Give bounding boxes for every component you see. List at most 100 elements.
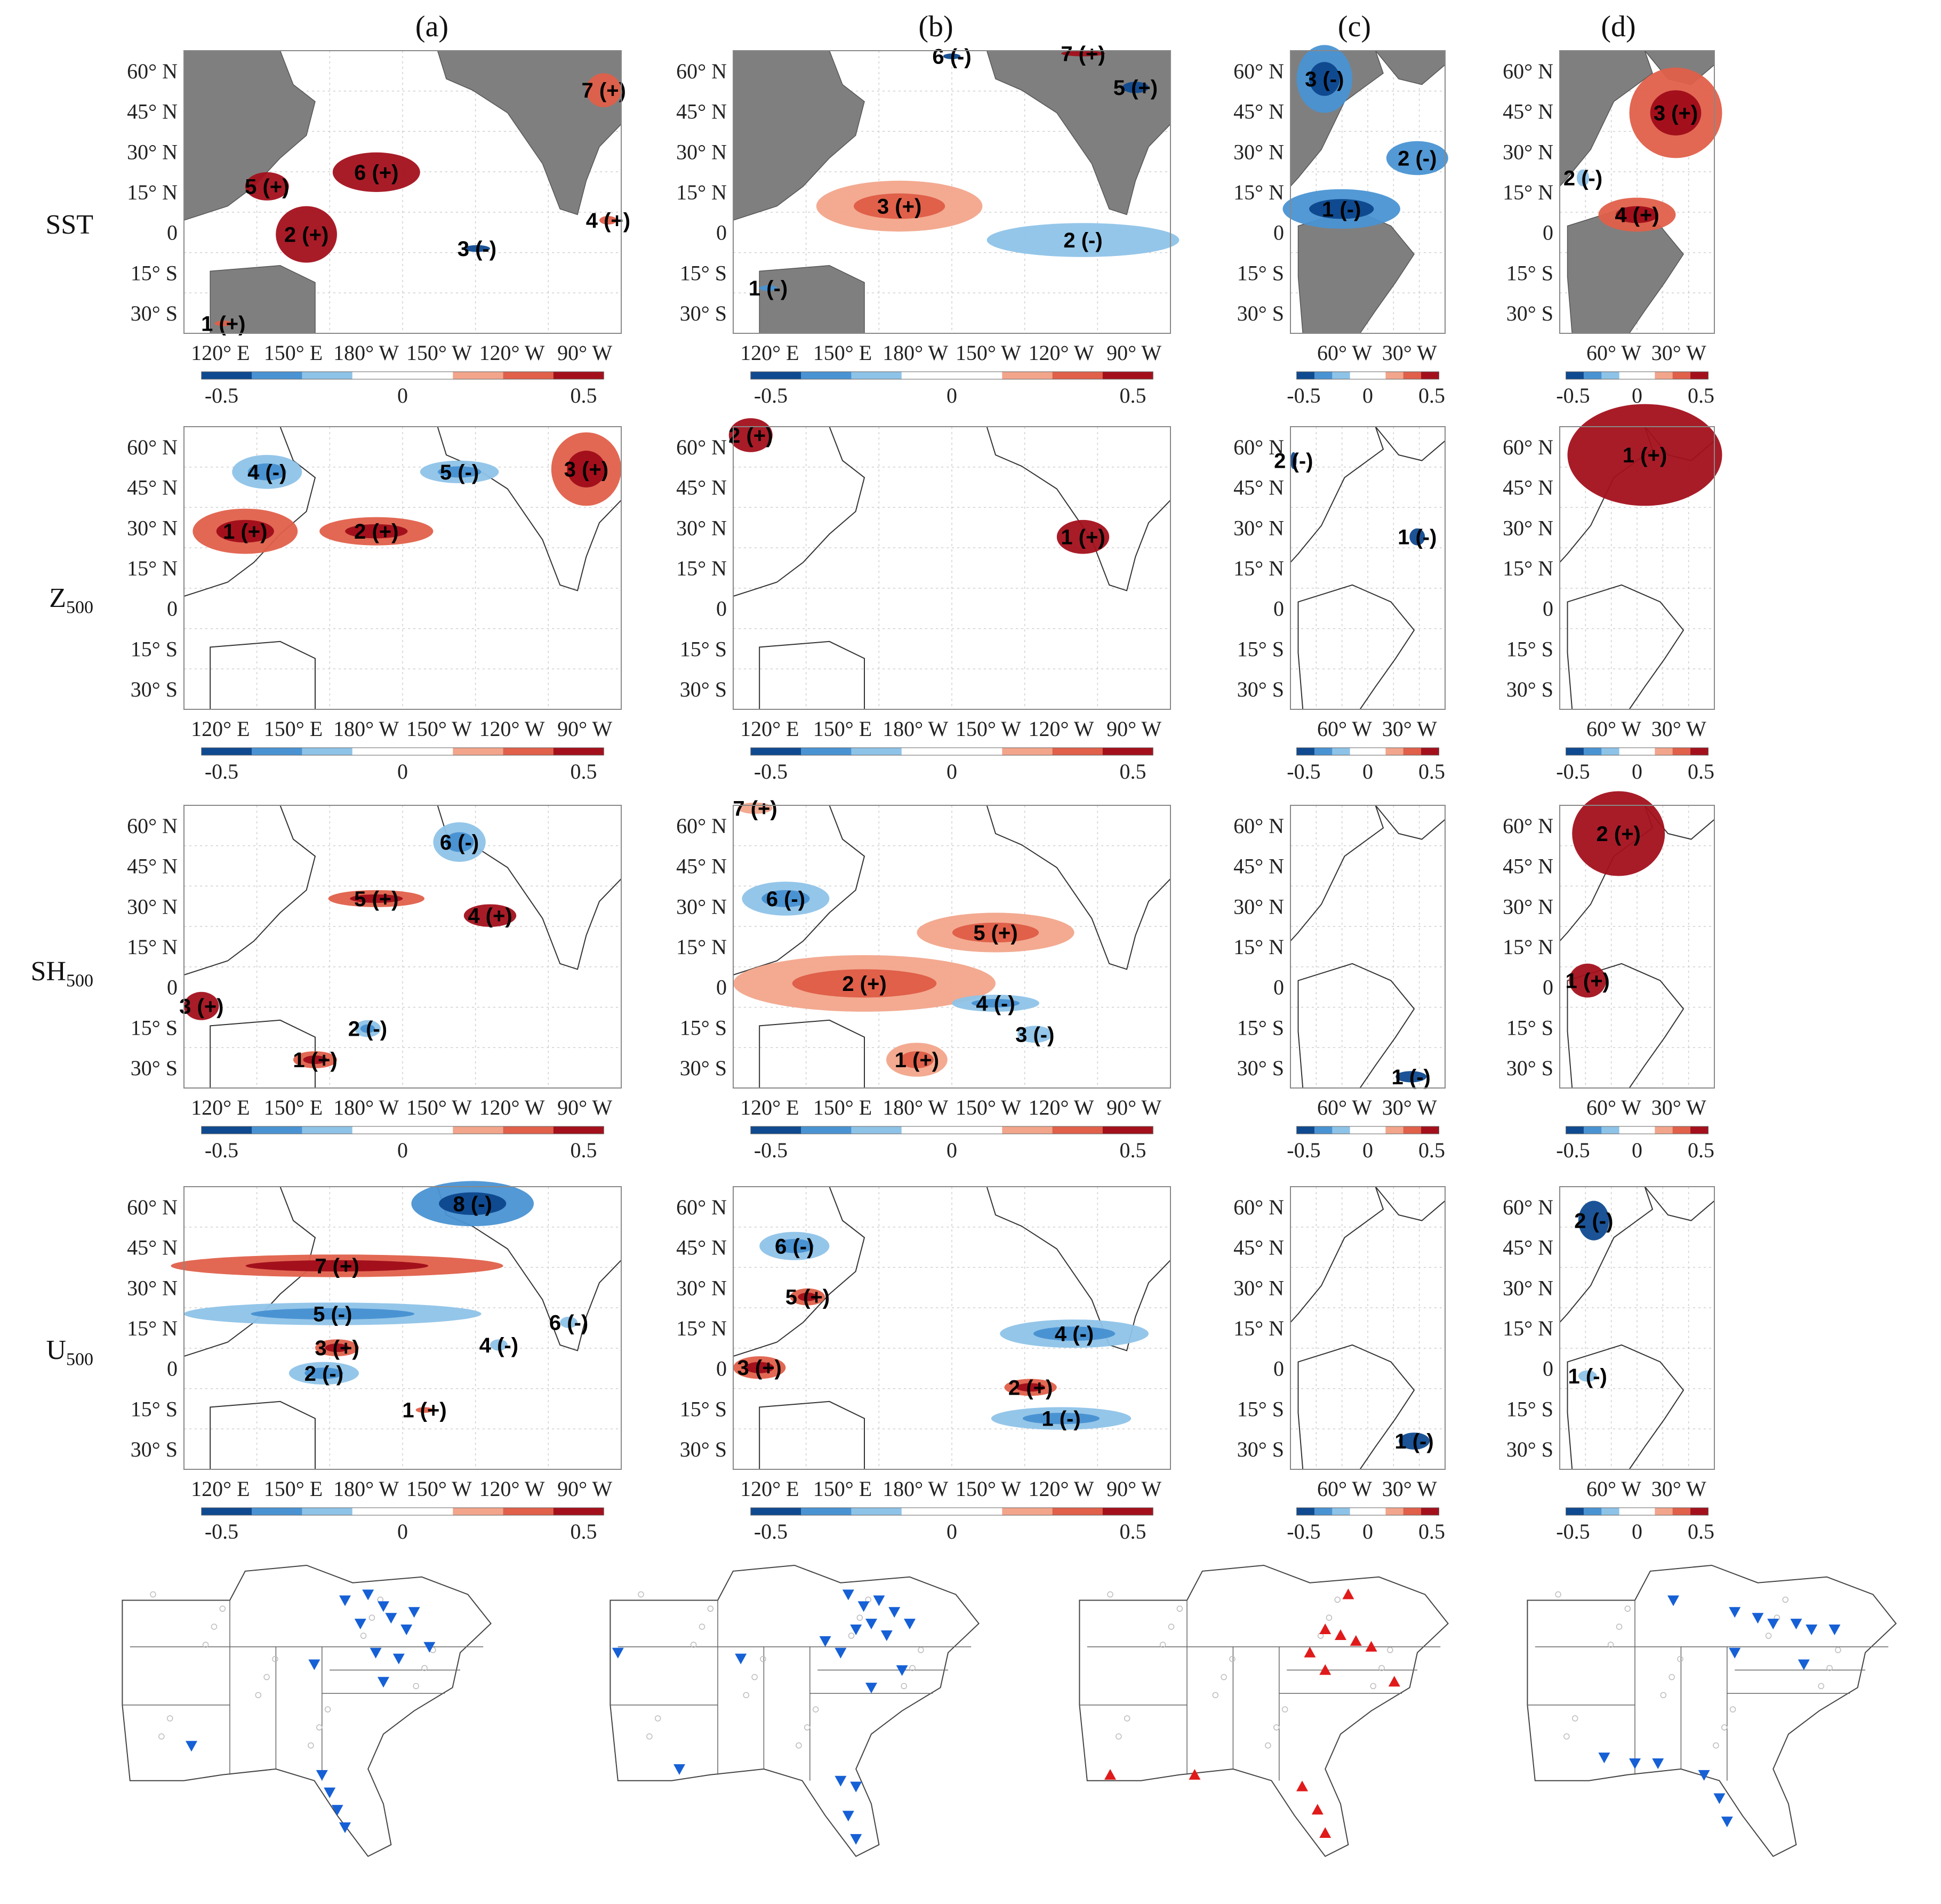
lat-tick-label: 30° S (680, 301, 727, 325)
colorbar-outline (1566, 1126, 1709, 1134)
colorbar-segment (1102, 1126, 1153, 1134)
region-label: 7 (+) (315, 1254, 359, 1278)
lat-tick-label: 45° N (1503, 476, 1553, 500)
colorbar-segment (1637, 372, 1655, 379)
anomaly-region (986, 223, 1180, 257)
colorbar-segment (252, 1126, 302, 1134)
colorbar-segment (1672, 748, 1691, 755)
map-frame (1559, 1186, 1715, 1470)
lon-tick-label: 150° E (813, 717, 872, 741)
station-circle (707, 1605, 714, 1612)
station-marker (1713, 1793, 1726, 1804)
region-label: 3 (+) (737, 1356, 782, 1380)
station-marker (354, 1619, 366, 1630)
lat-tick-label: 60° N (1233, 814, 1284, 838)
lat-tick-label: 15° N (127, 935, 178, 959)
colorbar-outline (750, 1126, 1153, 1134)
lon-tick-label: 120° W (479, 341, 544, 365)
region-label: 5 (+) (245, 175, 289, 198)
lat-tick-label: 45° N (1233, 476, 1284, 500)
colorbar-segment (1619, 1508, 1638, 1515)
lon-tick-label: 120° W (479, 1477, 544, 1501)
lat-tick-label: 30° S (1237, 1437, 1284, 1461)
colorbar-segment (952, 1126, 1002, 1134)
colorbar-segment (901, 748, 952, 755)
station-circle (421, 1665, 428, 1671)
coastline (1567, 963, 1685, 1089)
lat-tick-label: 15° N (676, 180, 727, 204)
station-circle (368, 1614, 375, 1621)
anomaly-core (345, 524, 408, 539)
colorbar-segment (302, 1126, 353, 1134)
station-circle (751, 1674, 758, 1681)
colorbar: -0.5 0 0.5 (1287, 1507, 1445, 1543)
region-label: 1 (+) (1566, 970, 1610, 993)
region-label: 7 (+) (582, 79, 626, 102)
colorbar-outline (1296, 371, 1439, 380)
map-frame (733, 426, 1171, 710)
lon-tick-label: 180° W (883, 717, 948, 741)
station-marker (1790, 1619, 1802, 1630)
colorbar-segment (1350, 748, 1368, 755)
lon-tick-label: 180° W (883, 1477, 948, 1501)
colorbar-segment (1690, 748, 1709, 755)
lat-tick-label: 45° N (1233, 100, 1284, 124)
lon-tick-label: 120° E (740, 1095, 799, 1119)
anomaly-core (325, 1343, 349, 1353)
station-marker (316, 1770, 328, 1781)
colorbar-tick-label: 0 (1362, 1138, 1373, 1162)
lat-tick-label: 15° S (1506, 1397, 1553, 1421)
colorbar: -0.5 0 0.5 (1556, 1126, 1714, 1162)
station-circle (308, 1742, 314, 1749)
anomaly-region (599, 216, 617, 225)
lon-tick-label: 150° W (406, 1477, 472, 1501)
station-marker (400, 1625, 413, 1636)
colorbar-segment (1421, 372, 1439, 379)
station-circle (1624, 1605, 1631, 1612)
colorbar-segment (503, 1126, 554, 1134)
lon-tick-label: 150° W (406, 341, 472, 365)
colorbar-tick-label: 0.5 (1688, 1138, 1714, 1162)
lat-tick-label: 15° N (127, 556, 178, 580)
lon-tick-label: 150° E (813, 341, 872, 365)
lon-tick-label: 60° W (1586, 1477, 1641, 1501)
anomaly-core (775, 1239, 814, 1253)
lon-tick-label: 150° W (406, 1095, 472, 1119)
lon-tick-label: 180° W (883, 1095, 948, 1119)
map-panel-sst_d: 2 (-) 3 (+) 4 (+) 60° N 45° N 30° N 15° N 0 15° … (1503, 50, 1722, 407)
map-panel-sh_c: 1 (-) 60° N 45° N 30° N 15° N 0 15° S 30° S 60° … (1233, 805, 1446, 1162)
colorbar-segment (801, 372, 852, 379)
station-circle (272, 1655, 278, 1662)
colorbar-segment (901, 372, 952, 379)
lat-tick-label: 60° N (1233, 1195, 1284, 1219)
lon-tick-label: 120° W (1028, 1477, 1094, 1501)
colorbar-segment (1583, 372, 1602, 379)
station-map-d (1527, 1564, 1897, 1857)
map-panel-z_b: 1 (+) 2 (+)60° N 45° N 30° N 15° N 0 15° S 30° … (676, 418, 1171, 783)
station-marker (1311, 1804, 1324, 1815)
colorbar-tick-label: 0 (397, 759, 408, 783)
panel-label-b: (b) (918, 10, 953, 43)
map-frame (183, 805, 622, 1089)
row-label-z500: Z500 (49, 583, 93, 618)
anomaly-core (1650, 90, 1702, 135)
colorbar-segment (1350, 1508, 1368, 1515)
station-circle (1555, 1591, 1561, 1598)
colorbar-segment (201, 1126, 252, 1134)
colorbar-segment (1403, 372, 1422, 379)
colorbar-tick-label: 0 (947, 383, 957, 407)
colorbar-segment (1655, 1508, 1673, 1515)
station-marker (1798, 1659, 1810, 1670)
colorbar-outline (1296, 1126, 1439, 1134)
map-frame (183, 1186, 622, 1470)
station-circle (211, 1623, 218, 1630)
row-label-sh500: SH500 (30, 956, 93, 991)
region-label: 7 (+) (1061, 42, 1105, 66)
coastline (759, 1019, 865, 1089)
region-label: 1 (+) (895, 1049, 939, 1072)
station-circle (804, 1724, 811, 1731)
colorbar-segment (1601, 1126, 1620, 1134)
station-marker (1296, 1780, 1308, 1791)
station-circle (1159, 1642, 1166, 1648)
